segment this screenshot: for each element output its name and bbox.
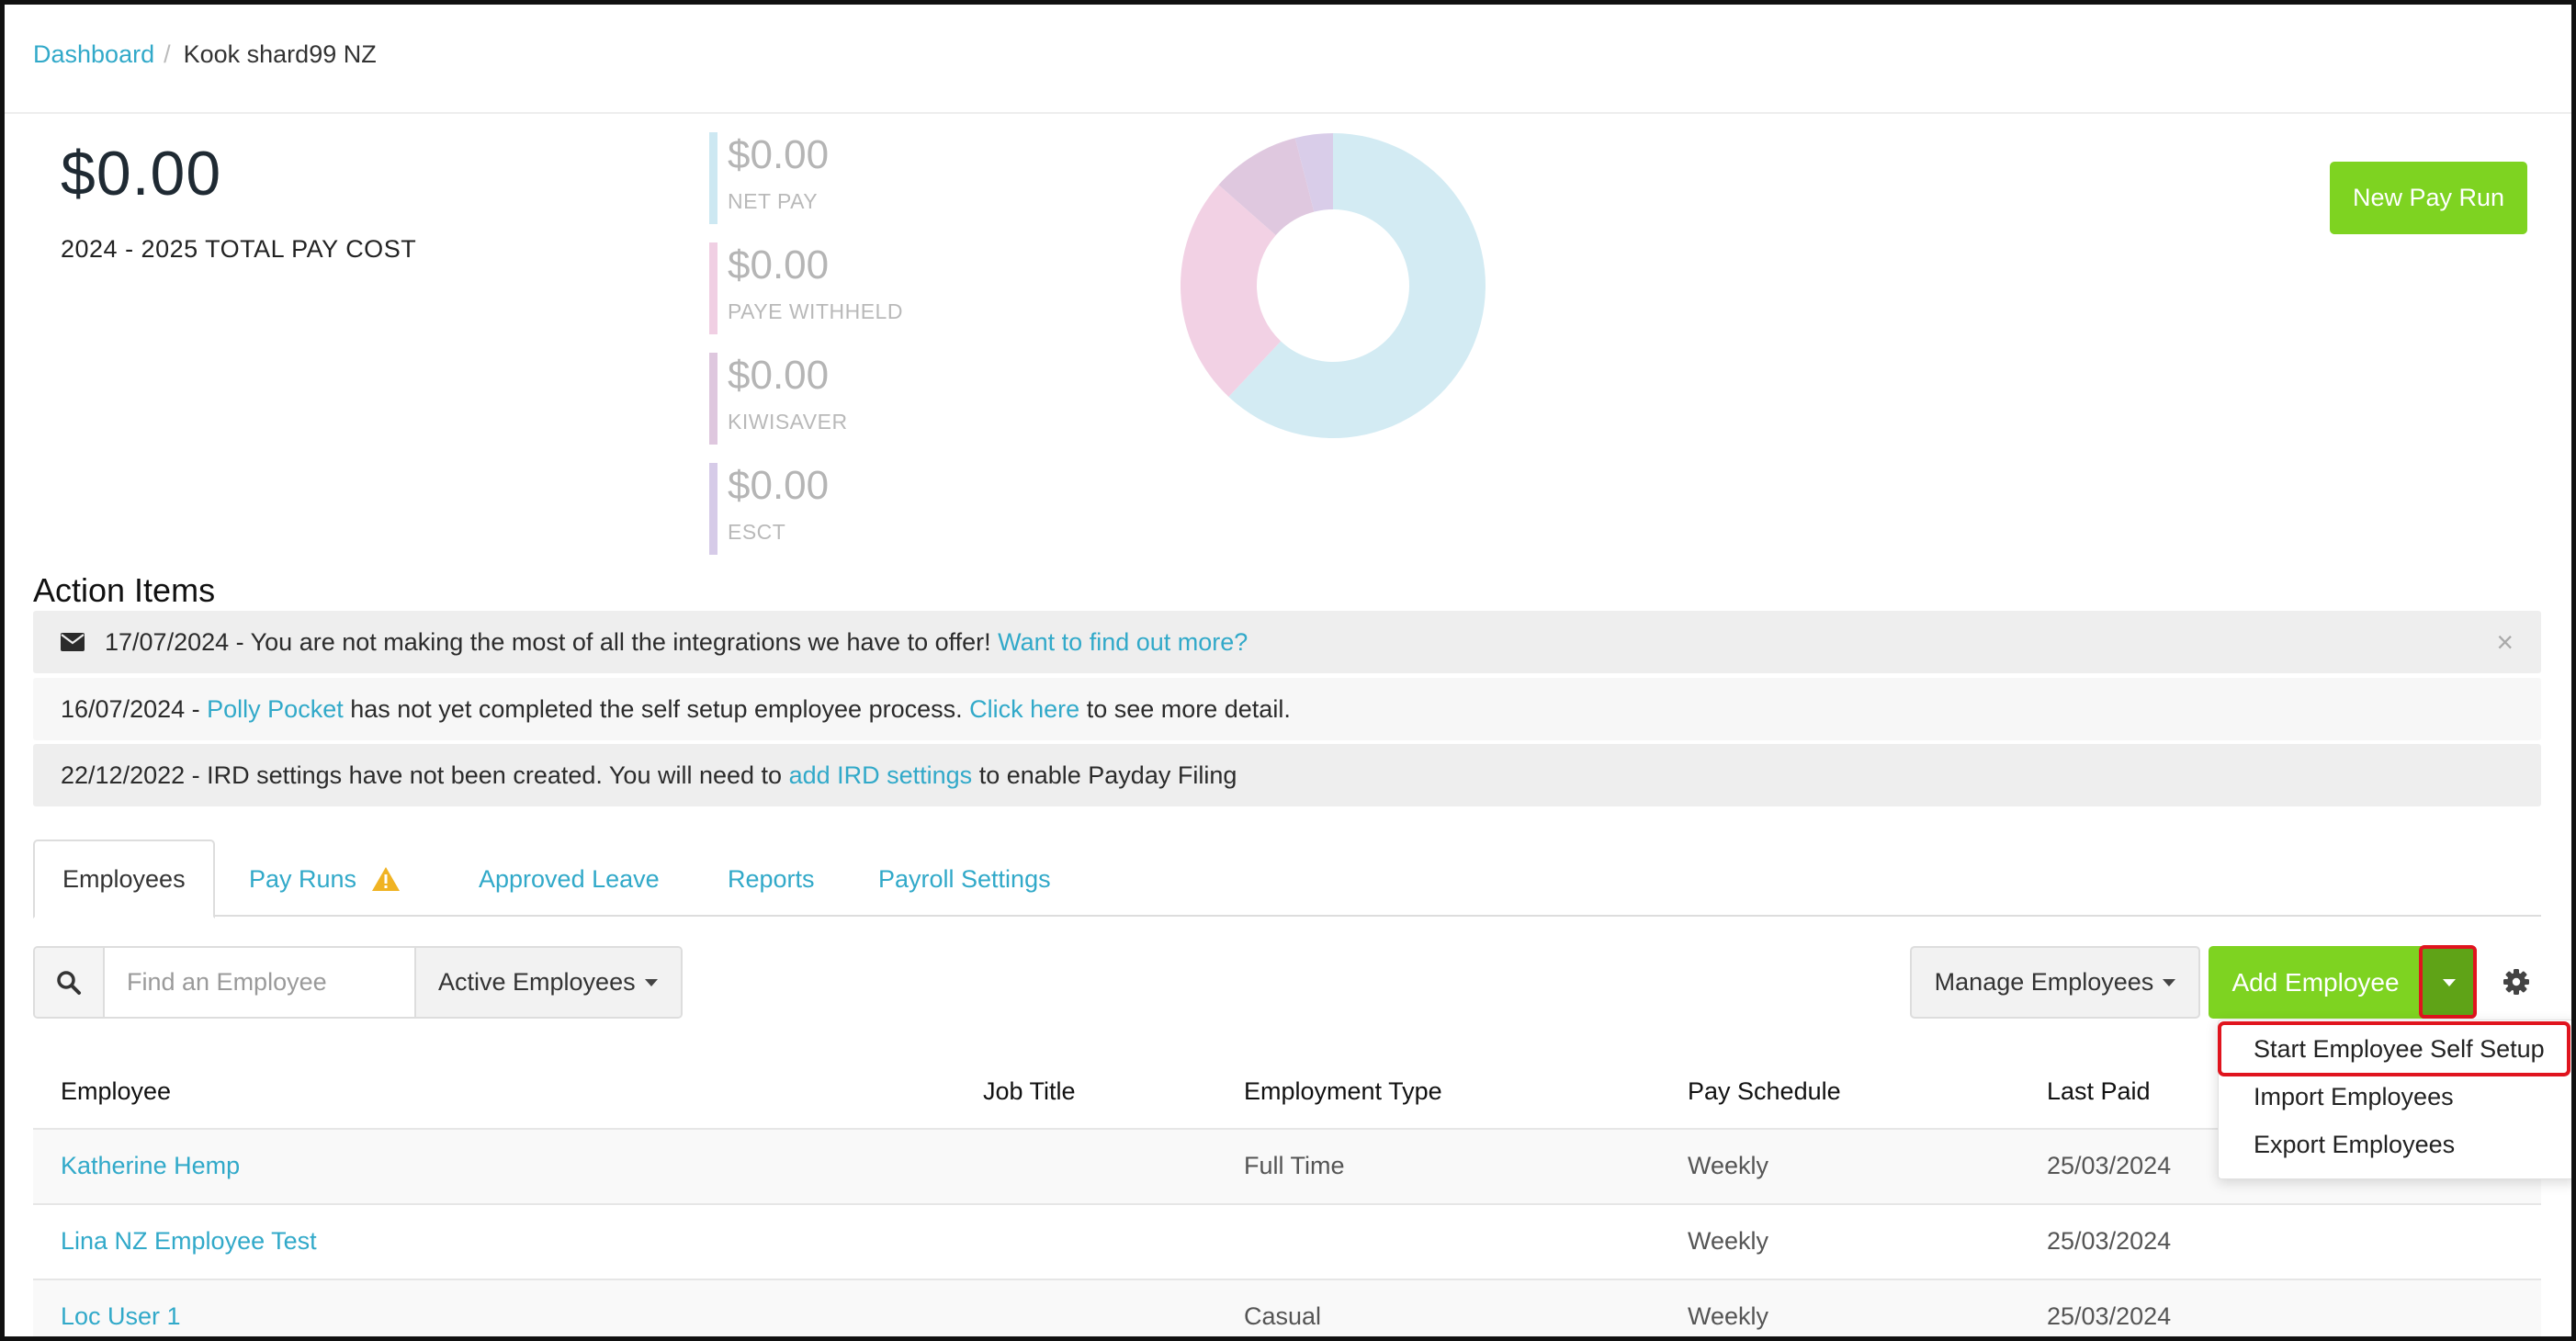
tab-label: Reports xyxy=(728,864,815,893)
total-pay-cost-amount: $0.00 xyxy=(61,139,222,208)
last-paid-cell: 25/03/2024 xyxy=(2047,1302,2172,1330)
legend-color-bar xyxy=(709,353,717,445)
employee-polly-pocket-link[interactable]: Polly Pocket xyxy=(207,694,344,723)
action-item-suffix: to see more detail. xyxy=(1086,694,1291,723)
manage-employees-dropdown[interactable]: Manage Employees xyxy=(1910,946,2200,1019)
employment-type-cell: Casual xyxy=(1244,1302,1322,1330)
legend-label: NET PAY xyxy=(728,189,819,213)
tab-approved-leave[interactable]: Approved Leave xyxy=(479,840,660,918)
legend-esct: $0.00 ESCT xyxy=(709,463,985,555)
tab-label: Payroll Settings xyxy=(878,864,1051,893)
column-header-job-title[interactable]: Job Title xyxy=(983,1077,1076,1105)
warning-icon xyxy=(371,866,401,892)
action-item-text: has not yet completed the self setup emp… xyxy=(350,694,963,723)
action-item-prefix: 16/07/2024 - xyxy=(61,694,200,723)
tab-label: Pay Runs xyxy=(249,864,357,893)
legend-amount: $0.00 xyxy=(728,132,830,177)
action-item-suffix: to enable Payday Filing xyxy=(978,761,1237,789)
column-header-employee[interactable]: Employee xyxy=(61,1077,172,1105)
highlight-box xyxy=(2419,945,2477,1019)
last-paid-cell: 25/03/2024 xyxy=(2047,1227,2172,1255)
chevron-down-icon xyxy=(644,978,658,986)
action-item-ird-settings: 22/12/2022 - IRD settings have not been … xyxy=(33,744,2541,806)
action-item-text: 17/07/2024 - You are not making the most… xyxy=(105,627,991,656)
tab-employees[interactable]: Employees xyxy=(33,840,215,918)
last-paid-cell: 25/03/2024 xyxy=(2047,1152,2172,1179)
chevron-down-icon xyxy=(2443,978,2456,986)
tab-payroll-settings[interactable]: Payroll Settings xyxy=(878,840,1051,918)
breadcrumb-separator: / xyxy=(164,40,171,68)
legend-color-bar xyxy=(709,242,717,334)
pay-schedule-cell: Weekly xyxy=(1688,1302,1769,1330)
action-item-prefix: 22/12/2022 - IRD settings have not been … xyxy=(61,761,783,789)
donut-segment-kiwisaver xyxy=(1218,138,1315,236)
menu-item-start-self-setup[interactable]: Start Employee Self Setup xyxy=(2254,1035,2545,1063)
breadcrumb-dashboard-link[interactable]: Dashboard xyxy=(33,40,155,68)
action-item-integrations: 17/07/2024 - You are not making the most… xyxy=(33,611,2541,673)
tab-pay-runs[interactable]: Pay Runs xyxy=(249,840,401,918)
search-icon xyxy=(35,948,105,1017)
click-here-link[interactable]: Click here xyxy=(969,694,1080,723)
column-header-employment-type[interactable]: Employment Type xyxy=(1244,1077,1442,1105)
table-row: Katherine Hemp Full Time Weekly 25/03/20… xyxy=(33,1128,2541,1203)
chevron-down-icon xyxy=(2163,978,2176,986)
action-item-self-setup: 16/07/2024 - Polly Pocket has not yet co… xyxy=(33,678,2541,740)
breadcrumb-current: Kook shard99 NZ xyxy=(183,40,377,68)
employee-search-group: Active Employees xyxy=(33,946,683,1019)
employee-status-filter-dropdown[interactable]: Active Employees xyxy=(414,948,681,1017)
search-input[interactable] xyxy=(105,948,414,1017)
highlight-box xyxy=(2218,1021,2570,1076)
table-row: Loc User 1 Casual Weekly 25/03/2024 xyxy=(33,1279,2541,1341)
legend-paye-withheld: $0.00 PAYE WITHHELD xyxy=(709,242,985,334)
column-header-pay-schedule[interactable]: Pay Schedule xyxy=(1688,1077,1841,1105)
manage-employees-label: Manage Employees xyxy=(1934,968,2154,996)
close-icon[interactable]: × xyxy=(2496,625,2514,659)
legend-color-bar xyxy=(709,132,717,224)
legend-kiwisaver: $0.00 KIWISAVER xyxy=(709,353,985,445)
add-employee-button[interactable]: Add Employee xyxy=(2209,946,2423,1019)
employee-name-link[interactable]: Loc User 1 xyxy=(61,1302,181,1330)
legend-amount: $0.00 xyxy=(728,242,830,287)
menu-item-import-employees[interactable]: Import Employees xyxy=(2254,1083,2454,1110)
pay-cost-donut-chart xyxy=(1181,133,1486,438)
header-divider xyxy=(5,112,2571,114)
tab-bar: Employees Pay Runs Approved Leave Report… xyxy=(33,840,2541,918)
legend-label: KIWISAVER xyxy=(728,410,848,434)
table-row: Lina NZ Employee Test Weekly 25/03/2024 xyxy=(33,1203,2541,1279)
add-employee-dropdown-toggle[interactable] xyxy=(2423,946,2476,1019)
employee-name-link[interactable]: Katherine Hemp xyxy=(61,1152,241,1179)
legend-amount: $0.00 xyxy=(728,463,830,508)
donut-segment-paye-withheld xyxy=(1181,185,1282,398)
breadcrumb: Dashboard / Kook shard99 NZ xyxy=(33,40,377,69)
gear-icon[interactable] xyxy=(2503,968,2530,996)
pay-schedule-cell: Weekly xyxy=(1688,1152,1769,1179)
envelope-icon xyxy=(61,633,85,651)
legend-amount: $0.00 xyxy=(728,353,830,398)
find-out-more-link[interactable]: Want to find out more? xyxy=(998,627,1248,656)
pay-schedule-cell: Weekly xyxy=(1688,1227,1769,1255)
tab-label: Approved Leave xyxy=(479,864,660,893)
legend-net-pay: $0.00 NET PAY xyxy=(709,132,985,224)
new-pay-run-button[interactable]: New Pay Run xyxy=(2330,162,2527,234)
employment-type-cell: Full Time xyxy=(1244,1152,1345,1179)
legend-label: PAYE WITHHELD xyxy=(728,299,903,323)
add-ird-settings-link[interactable]: add IRD settings xyxy=(788,761,973,789)
tab-reports[interactable]: Reports xyxy=(728,840,815,918)
tab-label: Employees xyxy=(62,864,186,893)
filter-label: Active Employees xyxy=(438,968,636,996)
legend-color-bar xyxy=(709,463,717,555)
total-pay-cost-label: 2024 - 2025 TOTAL PAY COST xyxy=(61,235,417,263)
column-header-last-paid[interactable]: Last Paid xyxy=(2047,1077,2151,1105)
employee-name-link[interactable]: Lina NZ Employee Test xyxy=(61,1227,317,1255)
donut-segment-esct xyxy=(1294,133,1333,212)
donut-segment-net-pay xyxy=(1228,133,1486,438)
legend-label: ESCT xyxy=(728,520,786,544)
add-employee-menu: Start Employee Self Setup Import Employe… xyxy=(2218,1020,2576,1179)
menu-item-export-employees[interactable]: Export Employees xyxy=(2254,1131,2456,1158)
action-items-title: Action Items xyxy=(33,571,216,609)
